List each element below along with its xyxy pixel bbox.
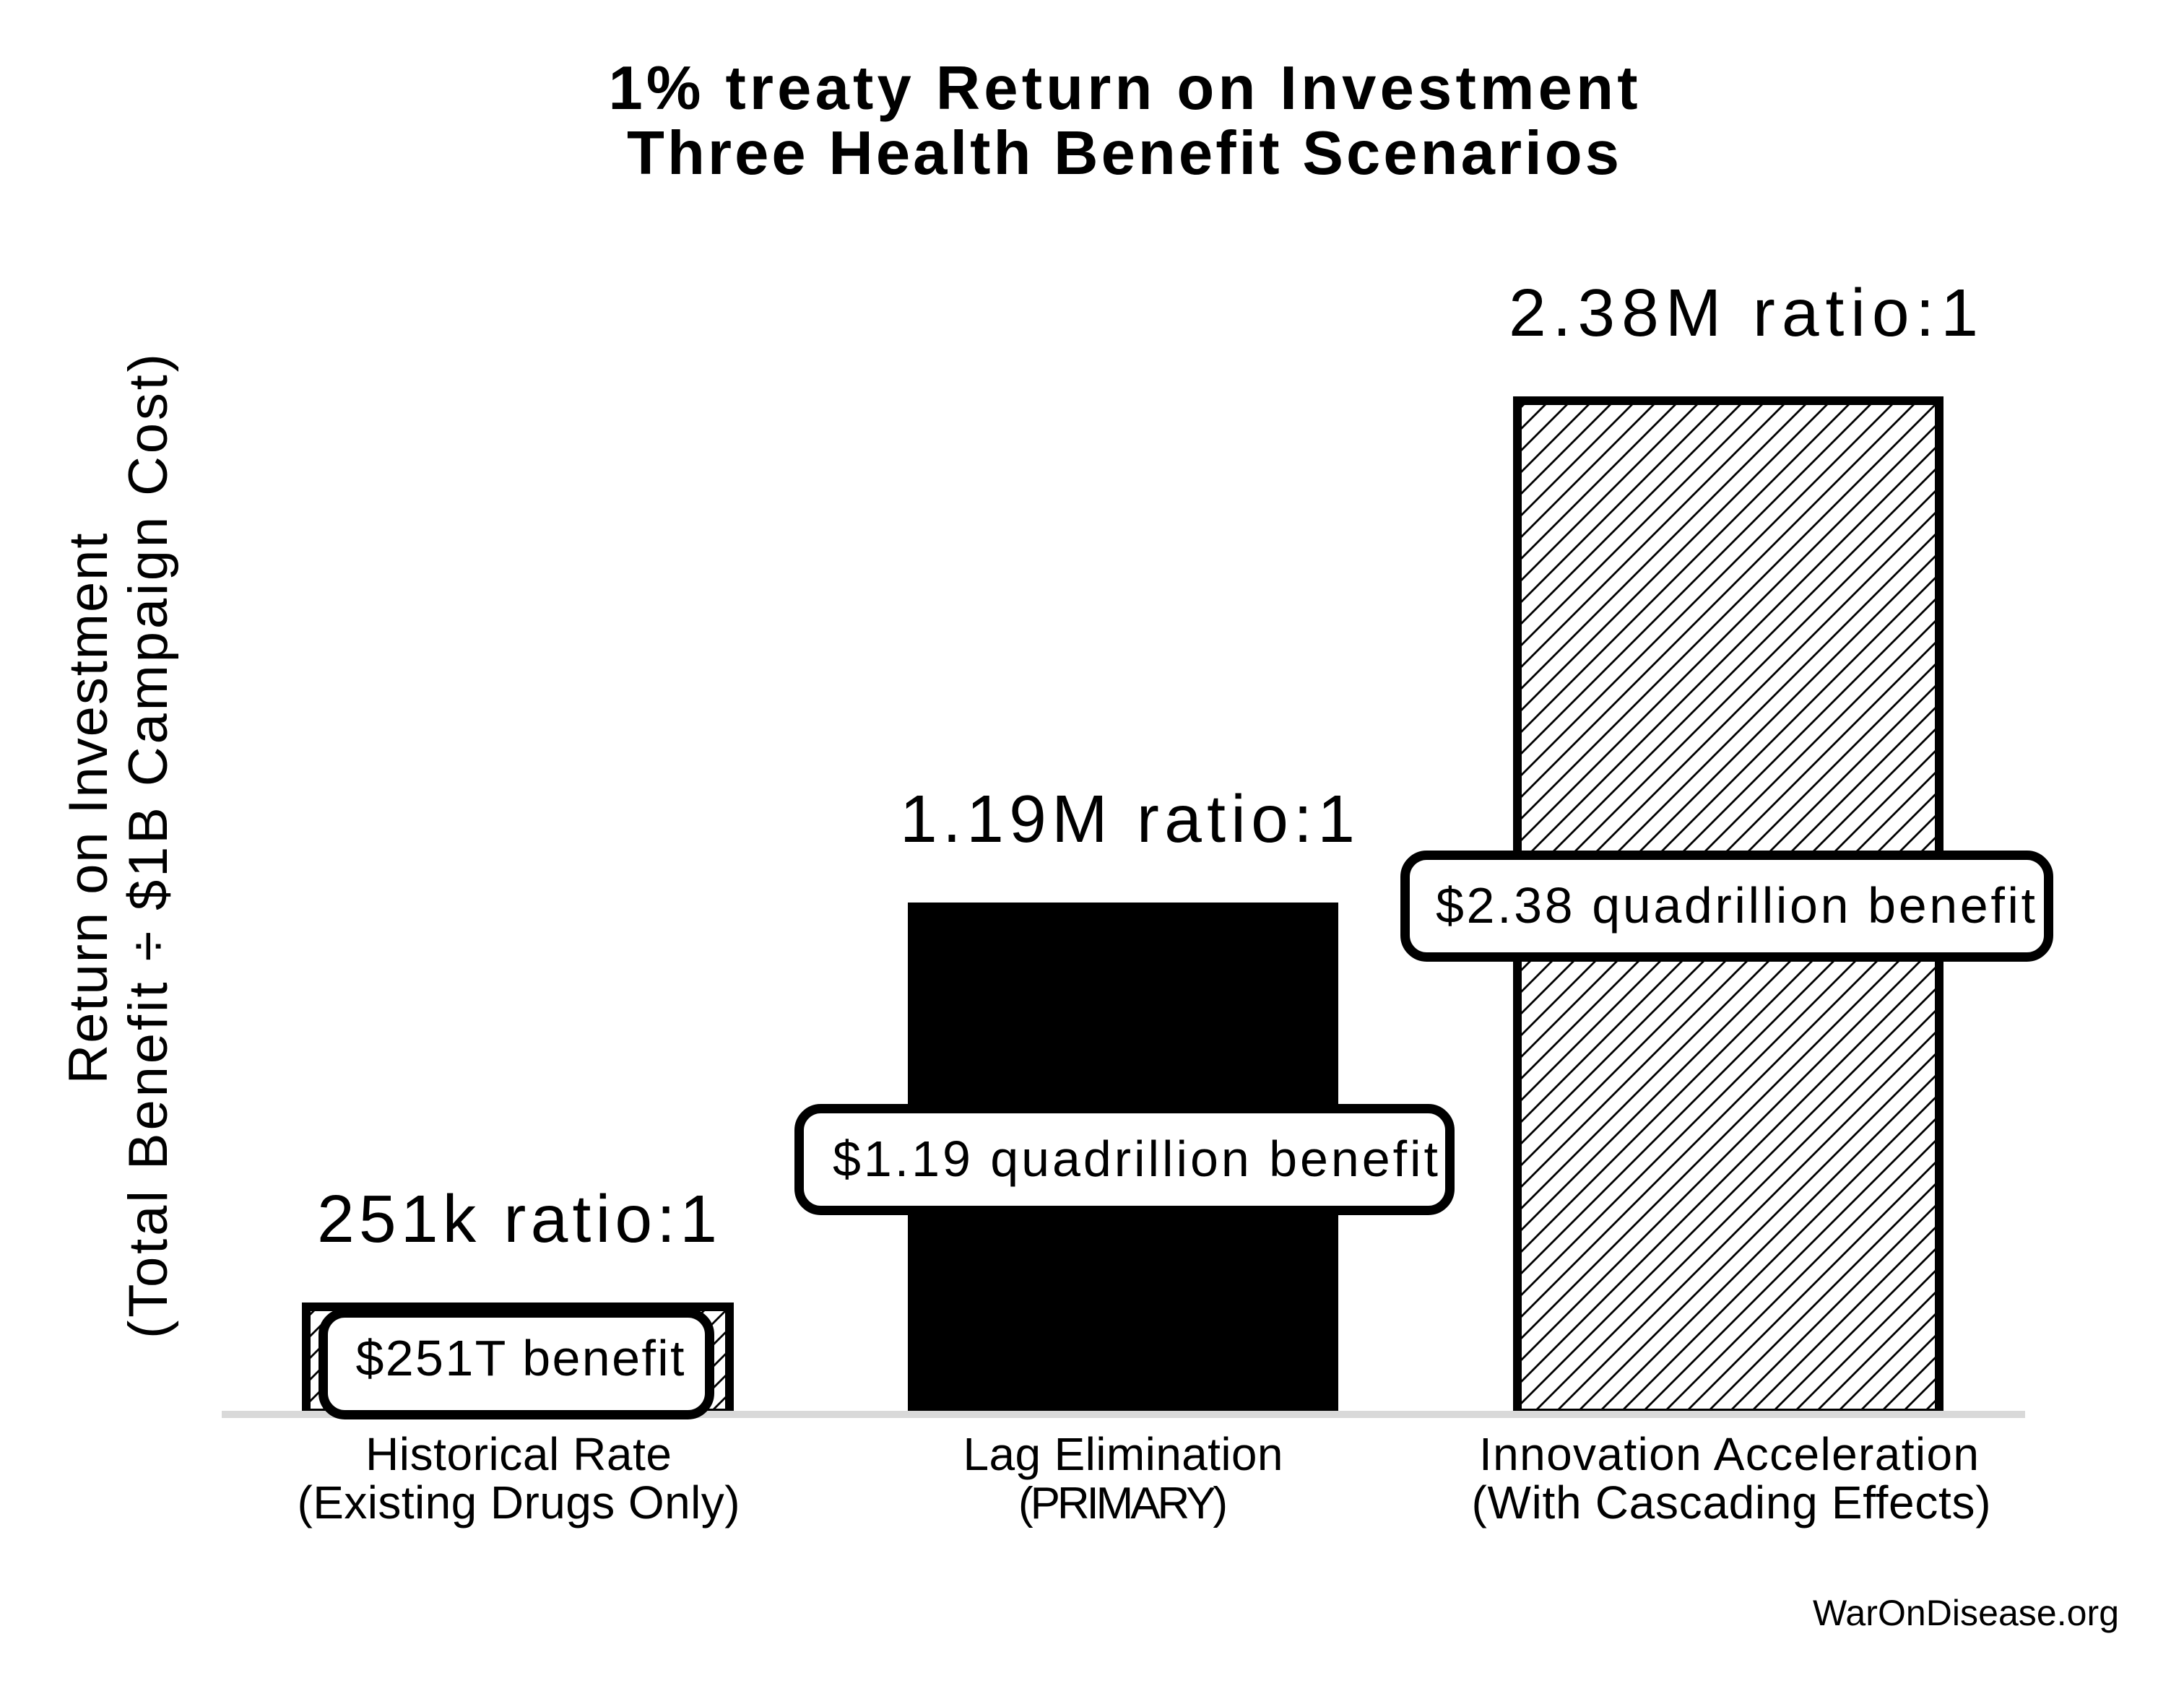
svg-text:(PRIMARY): (PRIMARY) xyxy=(1018,1479,1228,1528)
svg-text:Three Health Benefit Scenarios: Three Health Benefit Scenarios xyxy=(627,119,1619,188)
svg-text:Historical Rate: Historical Rate xyxy=(365,1428,672,1480)
svg-text:Return on Investment: Return on Investment xyxy=(58,534,119,1084)
svg-text:$251T benefit: $251T benefit xyxy=(356,1330,685,1386)
svg-text:2.38M ratio:1: 2.38M ratio:1 xyxy=(1509,275,1978,350)
svg-text:Lag Elimination: Lag Elimination xyxy=(963,1428,1283,1480)
svg-text:1% treaty Return on Investment: 1% treaty Return on Investment xyxy=(609,54,1638,123)
svg-text:WarOnDisease.org: WarOnDisease.org xyxy=(1813,1593,2119,1633)
svg-text:$2.38 quadrillion benefit: $2.38 quadrillion benefit xyxy=(1436,877,2035,934)
svg-text:1.19M ratio:1: 1.19M ratio:1 xyxy=(900,781,1355,856)
svg-text:Innovation Acceleration: Innovation Acceleration xyxy=(1479,1428,1979,1480)
svg-text:251k ratio:1: 251k ratio:1 xyxy=(317,1181,717,1256)
svg-text:(With Cascading Effects): (With Cascading Effects) xyxy=(1472,1477,1991,1528)
svg-text:$1.19 quadrillion benefit: $1.19 quadrillion benefit xyxy=(833,1131,1438,1187)
svg-text:(Existing Drugs Only): (Existing Drugs Only) xyxy=(298,1477,740,1528)
